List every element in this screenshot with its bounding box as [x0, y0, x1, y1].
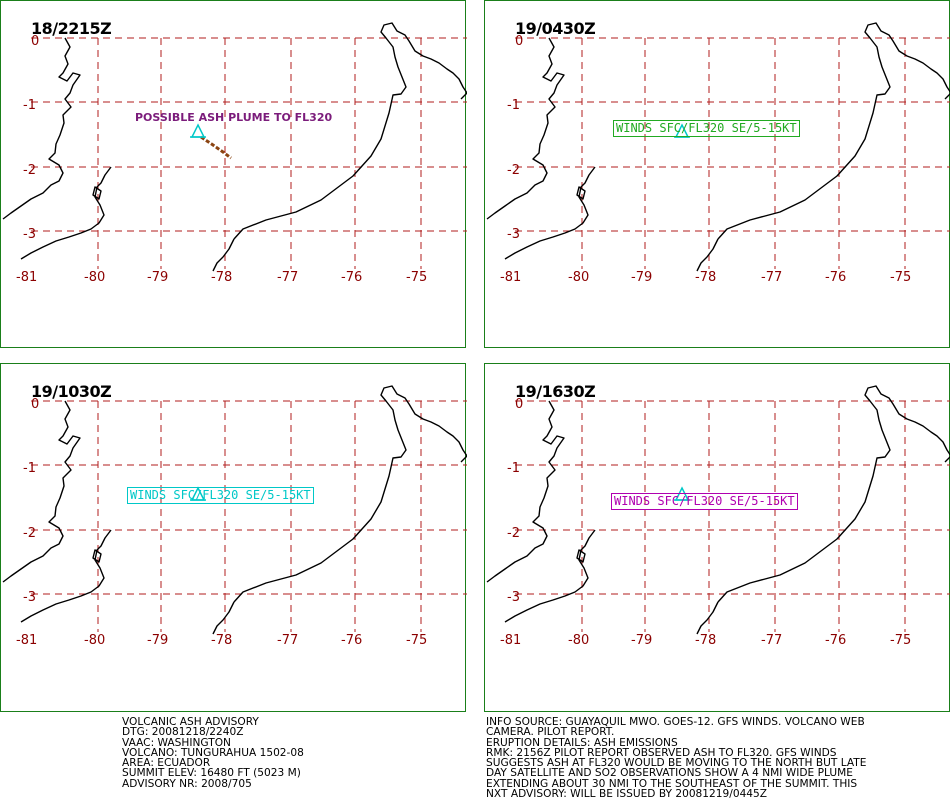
lon-tick-label: -75 [406, 633, 427, 648]
map-panel-2: 0 -1 -2 -3 -81 -80 -79 -78 -77 -76 -75 19/0430Z WI… [484, 0, 950, 348]
advisory-line: SUMMIT ELEV: 16480 FT (5023 M) [122, 767, 301, 780]
border-east [233, 385, 467, 603]
advisory-line: RMK: 2156Z PILOT REPORT OBSERVED ASH TO … [486, 746, 837, 759]
lat-tick-label: -2 [23, 163, 36, 178]
lat-tick-label: -1 [507, 461, 520, 476]
advisory-line: VAAC: WASHINGTON [122, 736, 231, 749]
lon-tick-label: -76 [341, 633, 362, 648]
panel-3-forecast: WINDS SFC/FL320 SE/5-15KT [127, 487, 314, 504]
advisory-line: DAY SATELLITE AND SO2 OBSERVATIONS SHOW … [486, 767, 853, 780]
lat-tick-label: -1 [507, 98, 520, 113]
panel-4-forecast: WINDS SFC/FL320 SE/5-15KT [611, 493, 798, 510]
lat-tick-label: -3 [23, 227, 36, 242]
border-south [212, 601, 235, 635]
lon-tick-label: -78 [211, 270, 232, 285]
lon-tick-label: -77 [277, 633, 298, 648]
advisory-line: VOLCANIC ASH ADVISORY [122, 716, 259, 728]
coastline-gulf [504, 529, 596, 623]
lat-tick-label: 0 [515, 397, 523, 412]
lon-tick-label: -76 [825, 633, 846, 648]
panel-1-time: 18/2215Z [31, 19, 112, 38]
lon-tick-label: -79 [631, 633, 652, 648]
lon-tick-label: -81 [500, 270, 521, 285]
advisory-line: CAMERA. PILOT REPORT. [486, 726, 615, 739]
lat-tick-label: -1 [23, 98, 36, 113]
lat-tick-label: -3 [507, 227, 520, 242]
lon-tick-label: -80 [84, 633, 105, 648]
lon-tick-label: -80 [568, 270, 589, 285]
lat-tick-label: -2 [507, 526, 520, 541]
border-south [696, 238, 719, 272]
volcano-icon [190, 123, 206, 138]
lon-tick-label: -79 [147, 633, 168, 648]
border-south [212, 238, 235, 272]
lon-tick-label: -76 [341, 270, 362, 285]
lon-tick-label: -81 [16, 270, 37, 285]
panel-2-time: 19/0430Z [515, 19, 596, 38]
coastline-gulf [20, 166, 112, 260]
lon-tick-label: -79 [147, 270, 168, 285]
lat-tick-label: 0 [515, 34, 523, 49]
ash-plume [200, 135, 232, 160]
lon-tick-label: -81 [500, 633, 521, 648]
island [92, 186, 102, 200]
map-panel-1: 0 -1 -2 -3 -81 -80 -79 -78 -77 -76 -75 18/2215Z PO… [0, 0, 467, 348]
coastline-gulf [20, 529, 112, 623]
advisory-line: EXTENDING ABOUT 30 NMI TO THE SOUTHEAST … [486, 777, 858, 790]
lat-tick-label: -3 [507, 590, 520, 605]
panel-2-forecast: WINDS SFC/FL320 SE/5-15KT [613, 120, 800, 137]
lon-tick-label: -78 [211, 633, 232, 648]
advisory-line: INFO SOURCE: GUAYAQUIL MWO. GOES-12. GFS… [486, 716, 865, 728]
map-panel-3-graphic: 0 -1 -2 -3 -81 -80 -79 -78 -77 -76 -75 [2, 385, 467, 648]
advisory-details: INFO SOURCE: GUAYAQUIL MWO. GOES-12. GFS… [486, 716, 867, 801]
advisory-line: ADVISORY NR: 2008/705 [122, 777, 252, 790]
coastline-gulf [504, 166, 596, 260]
island [576, 549, 586, 563]
lon-tick-label: -75 [406, 270, 427, 285]
lon-tick-label: -79 [631, 270, 652, 285]
map-panel-4-graphic: 0 -1 -2 -3 -81 -80 -79 -78 -77 -76 -75 [486, 385, 950, 648]
advisory-line: DTG: 20081218/2240Z [122, 726, 244, 739]
plume-label: POSSIBLE ASH PLUME TO FL320 [135, 111, 333, 124]
lat-tick-label: -3 [23, 590, 36, 605]
lon-tick-label: -75 [890, 270, 911, 285]
advisory-line: VOLCANO: TUNGURAHUA 1502-08 [122, 746, 304, 759]
advisory-line: NXT ADVISORY: WILL BE ISSUED BY 20081219… [486, 788, 768, 801]
lat-tick-label: 0 [31, 34, 39, 49]
panel-3-time: 19/1030Z [31, 382, 112, 401]
advisory-line: ERUPTION DETAILS: ASH EMISSIONS [486, 736, 678, 749]
lon-tick-label: -76 [825, 270, 846, 285]
coastline-west [486, 400, 565, 583]
lat-tick-label: -2 [23, 526, 36, 541]
lon-tick-label: -77 [761, 633, 782, 648]
lon-tick-label: -77 [277, 270, 298, 285]
map-panel-4: 0 -1 -2 -3 -81 -80 -79 -78 -77 -76 -75 19/1630Z WI… [484, 363, 950, 712]
border-east [717, 385, 950, 603]
lon-tick-label: -80 [84, 270, 105, 285]
lat-tick-label: -2 [507, 163, 520, 178]
coastline-west [486, 37, 565, 220]
advisory-header: VOLCANIC ASH ADVISORY DTG: 20081218/2240Z… [122, 716, 304, 790]
lat-tick-label: -1 [23, 461, 36, 476]
advisory-line: SUGGESTS ASH AT FL320 WOULD BE MOVING TO… [486, 757, 867, 770]
map-panel-2-graphic: 0 -1 -2 -3 -81 -80 -79 -78 -77 -76 -75 [486, 22, 950, 285]
lon-tick-label: -78 [695, 633, 716, 648]
lon-tick-label: -75 [890, 633, 911, 648]
advisory-line: AREA: ECUADOR [122, 757, 211, 770]
panel-4-time: 19/1630Z [515, 382, 596, 401]
lon-tick-label: -78 [695, 270, 716, 285]
lon-tick-label: -81 [16, 633, 37, 648]
lon-tick-label: -77 [761, 270, 782, 285]
coastline-west [2, 400, 81, 583]
lon-tick-label: -80 [568, 633, 589, 648]
island [92, 549, 102, 563]
border-east [717, 22, 950, 240]
coastline-west [2, 37, 81, 220]
island [576, 186, 586, 200]
map-panel-3: 0 -1 -2 -3 -81 -80 -79 -78 -77 -76 -75 19/1030Z WI… [0, 363, 467, 712]
lat-tick-label: 0 [31, 397, 39, 412]
border-east [233, 22, 467, 240]
border-south [696, 601, 719, 635]
map-panel-1-graphic: 0 -1 -2 -3 -81 -80 -79 -78 -77 -76 -75 [2, 22, 467, 285]
